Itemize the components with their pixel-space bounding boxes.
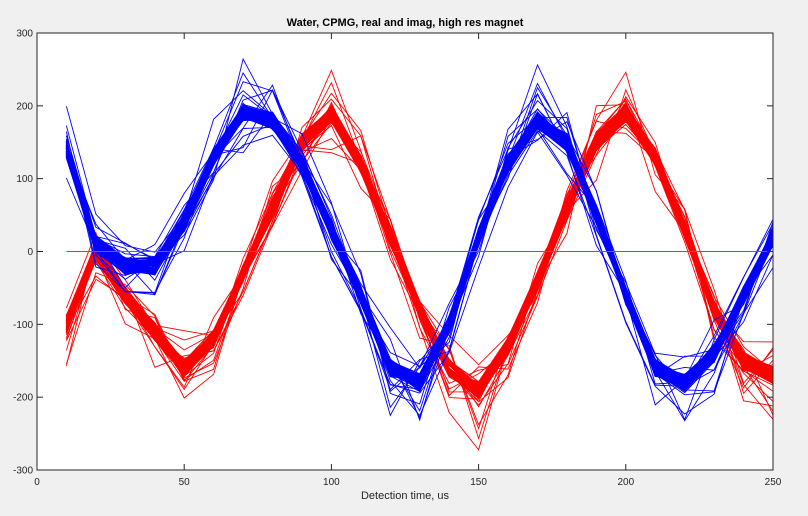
series-outlier-trace-imag — [65, 88, 773, 415]
series-real — [65, 69, 773, 451]
y-tick-label: 300 — [16, 29, 33, 40]
y-tick-label: -100 — [13, 320, 33, 331]
series-outlier-trace-real — [65, 118, 773, 406]
series-outlier-trace-imag — [65, 81, 773, 390]
series-trace-real — [65, 113, 773, 398]
series-outlier-trace-imag — [65, 84, 773, 381]
series-outlier-trace-imag — [65, 72, 773, 393]
series-outlier-trace-real — [65, 69, 773, 430]
series-outlier-trace-real — [65, 104, 773, 412]
series-outlier-trace-real — [66, 88, 773, 441]
series-outlier-trace-imag — [65, 86, 773, 406]
series-outlier-trace-imag — [65, 82, 773, 405]
series-imag — [65, 57, 773, 422]
y-tick-label: 0 — [27, 247, 33, 258]
series-outlier-trace-imag — [65, 99, 773, 417]
series-outlier-trace-imag — [65, 57, 773, 421]
chart-title: Water, CPMG, real and imag, high res mag… — [287, 17, 524, 29]
ticks-layer: 0 50 100 150 200 250 -300 -200 -100 0 100 200 300 — [13, 29, 782, 489]
series-trace-imag — [65, 111, 773, 391]
x-tick-label: 200 — [617, 477, 634, 488]
x-axis-label: Detection time, us — [361, 490, 450, 502]
x-tick-label: 100 — [323, 477, 340, 488]
y-tick-label: -200 — [13, 393, 33, 404]
y-tick-label: -300 — [13, 466, 33, 477]
x-tick-label: 150 — [470, 477, 487, 488]
series-outlier-trace-real — [65, 131, 773, 451]
y-tick-label: 200 — [16, 101, 33, 112]
x-tick-label: 250 — [765, 477, 782, 488]
series-outlier-trace-imag — [65, 90, 773, 422]
y-tick-label: 100 — [16, 174, 33, 185]
x-tick-label: 0 — [34, 477, 40, 488]
series-layer — [65, 57, 773, 451]
x-tick-label: 50 — [179, 477, 191, 488]
series-trace-imag — [65, 108, 773, 380]
